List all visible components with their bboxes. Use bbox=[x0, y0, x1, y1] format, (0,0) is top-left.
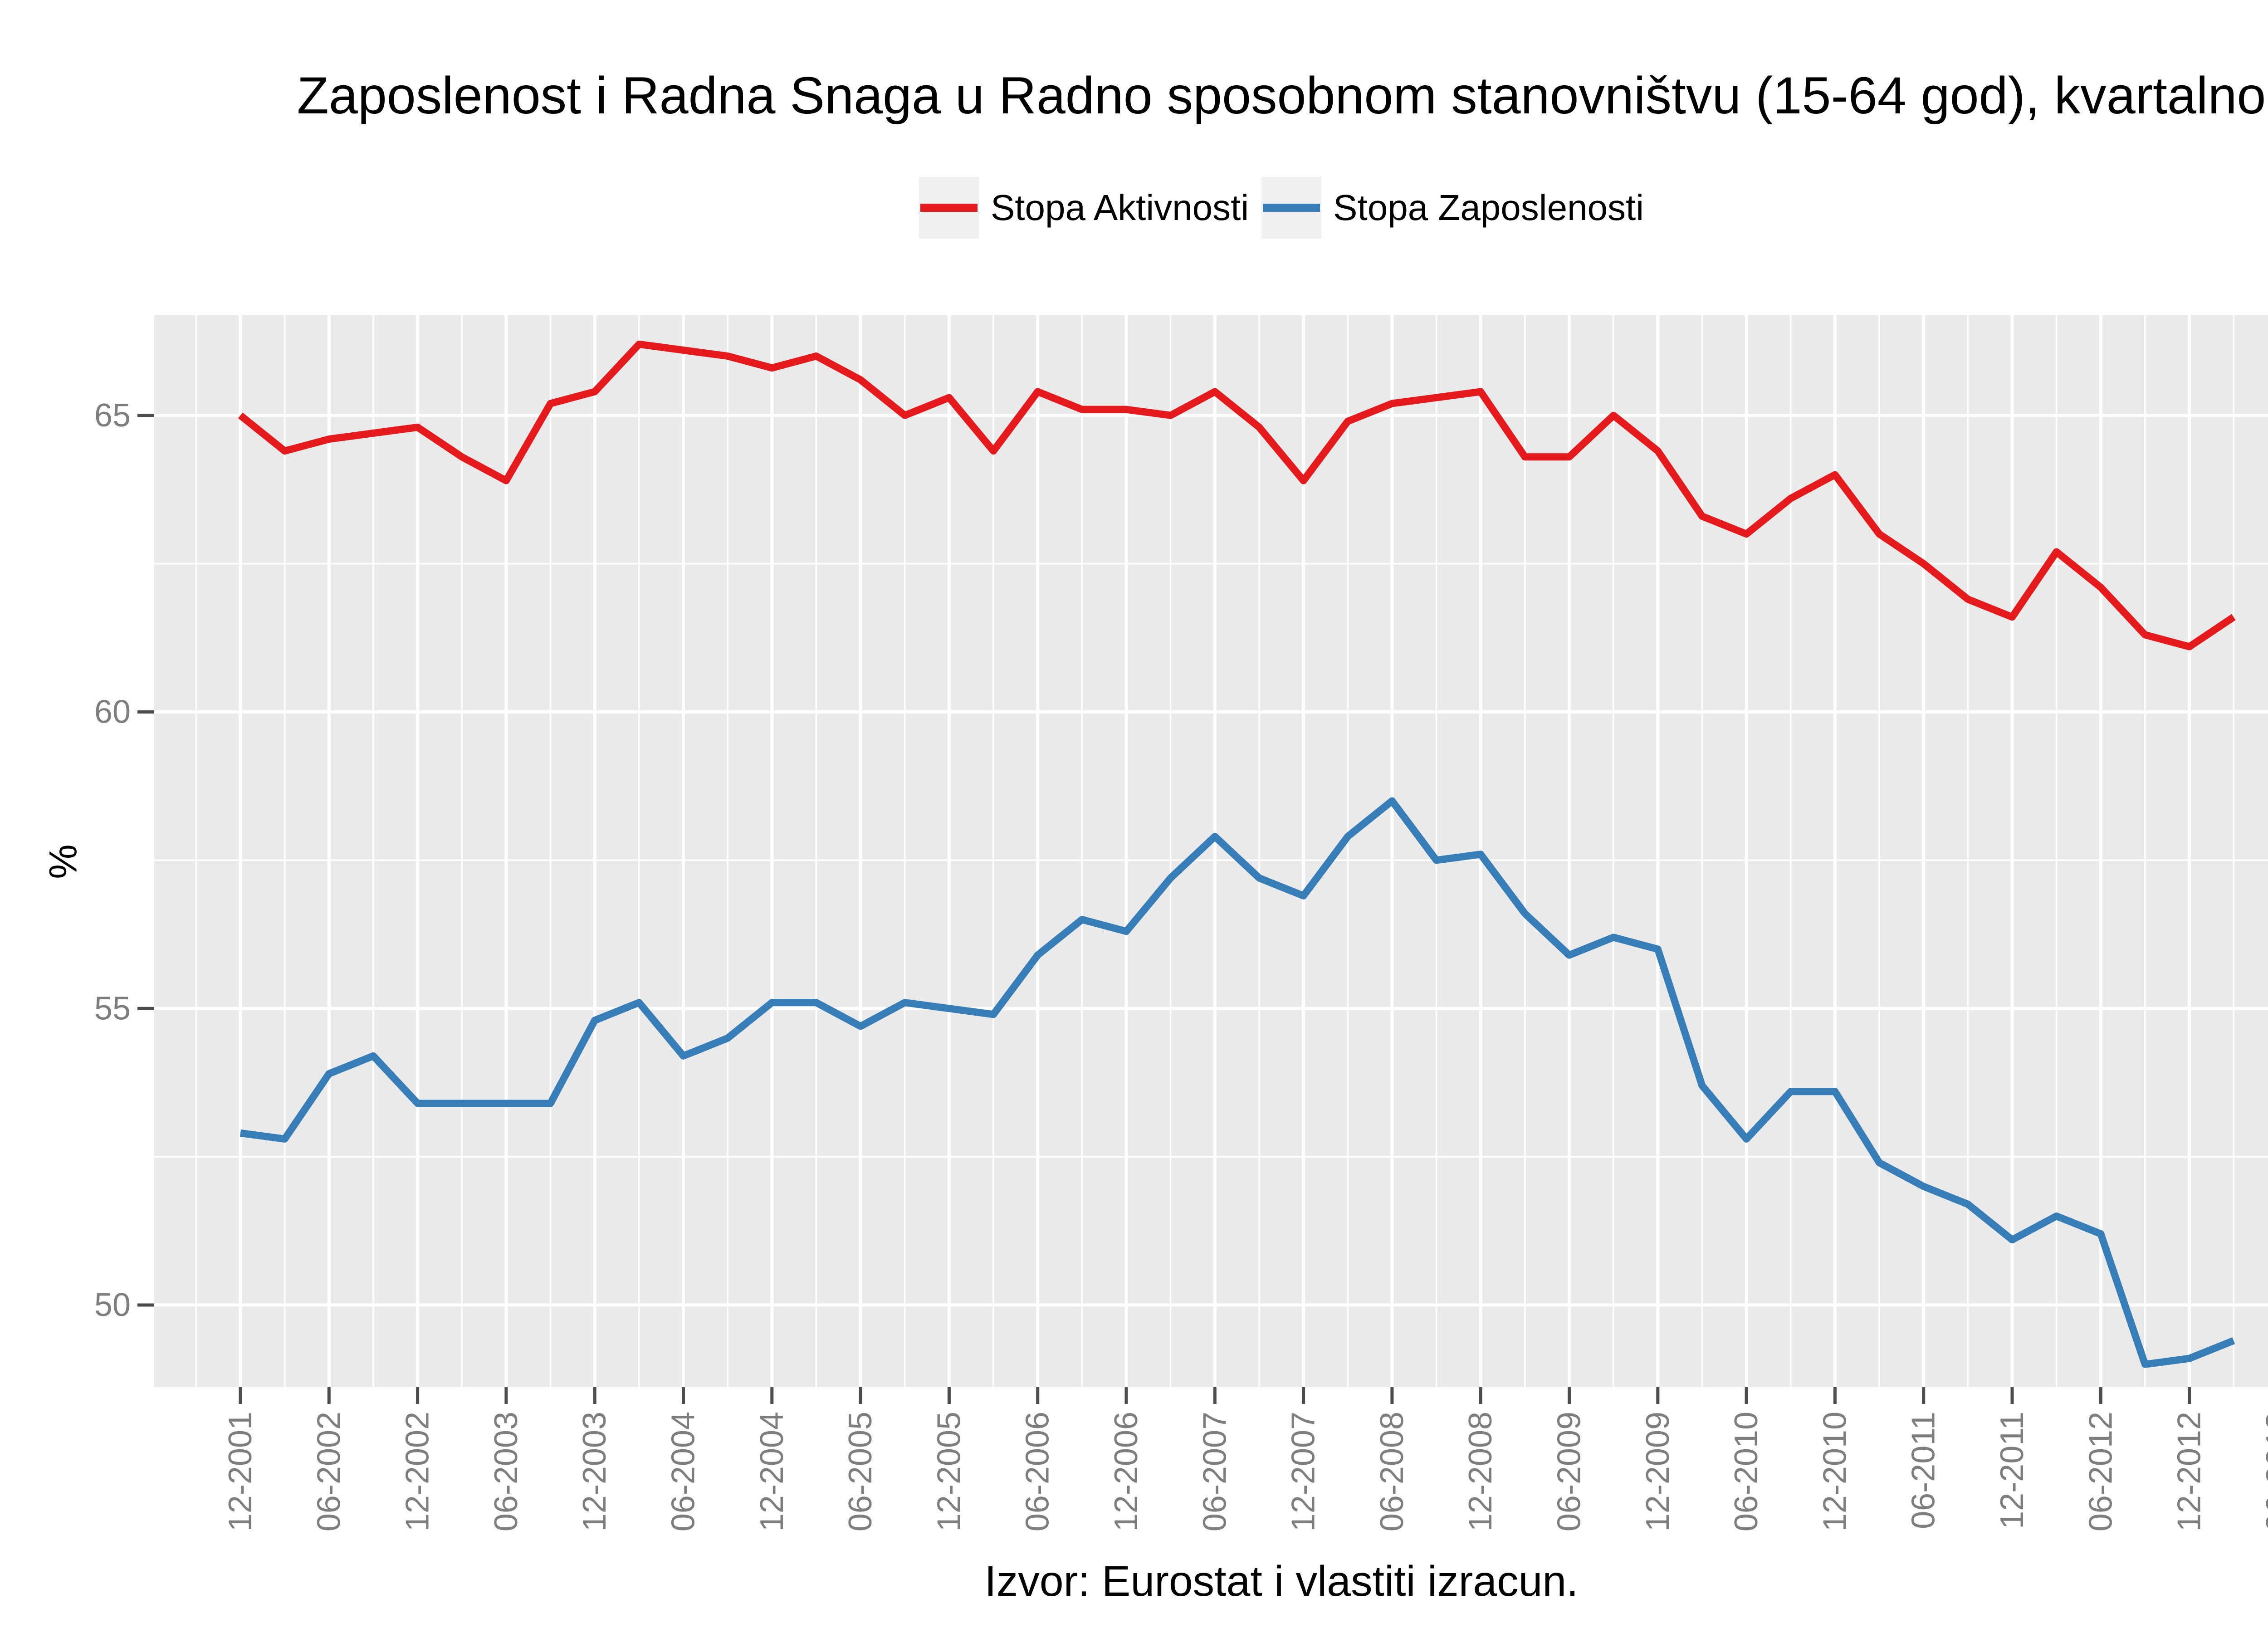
series-line-stopa-aktivnosti bbox=[238, 340, 2236, 650]
y-tick-label: 60 bbox=[94, 694, 131, 730]
x-tick-label: 12-2002 bbox=[400, 1412, 436, 1531]
legend-item-zaposlenost: Stopa Zaposlenosti bbox=[1261, 177, 1644, 239]
x-tick-label: 12-2005 bbox=[931, 1412, 967, 1531]
x-tick-label: 12-2012 bbox=[2171, 1412, 2208, 1531]
y-tick-label: 65 bbox=[94, 397, 131, 434]
x-tick-label: 06-2002 bbox=[311, 1412, 347, 1531]
x-tick-label: 06-2007 bbox=[1197, 1412, 1233, 1531]
series-line-stopa-zaposlenosti bbox=[240, 797, 2235, 1368]
legend-swatch-zaposlenost-line bbox=[1263, 204, 1320, 212]
x-tick-label: 12-2008 bbox=[1462, 1412, 1499, 1531]
x-tick-label: 12-2004 bbox=[754, 1412, 790, 1531]
source-caption: Izvor: Eurostat i vlastiti izracun. bbox=[984, 1557, 1579, 1605]
x-tick-label: 06-2009 bbox=[1551, 1412, 1588, 1531]
legend-label-aktivnost: Stopa Aktivnosti bbox=[990, 187, 1249, 228]
x-tick-label: 12-2010 bbox=[1817, 1412, 1853, 1531]
legend: Stopa Aktivnosti Stopa Zaposlenosti bbox=[113, 177, 2268, 239]
legend-key-aktivnost bbox=[919, 177, 979, 239]
x-tick-label: 12-2007 bbox=[1286, 1412, 1322, 1531]
y-axis-title: % bbox=[41, 844, 85, 879]
legend-label-zaposlenost: Stopa Zaposlenosti bbox=[1333, 187, 1644, 228]
x-tick-label: 12-2011 bbox=[1994, 1412, 2030, 1529]
x-tick-label: 06-2006 bbox=[1020, 1412, 1056, 1531]
x-tick-label: 06-2004 bbox=[665, 1412, 702, 1531]
legend-item-aktivnost: Stopa Aktivnosti bbox=[919, 177, 1249, 239]
x-tick-label: 12-2009 bbox=[1640, 1412, 1676, 1531]
x-tick-label: 12-2006 bbox=[1108, 1412, 1144, 1531]
legend-swatch-aktivnost-line bbox=[920, 204, 978, 212]
x-tick-label: 06-2005 bbox=[842, 1412, 879, 1531]
x-tick-label: 12-2003 bbox=[577, 1412, 613, 1531]
chart-title: Zaposlenost i Radna Snaga u Radno sposob… bbox=[297, 67, 2266, 125]
x-tick-label: 06-2010 bbox=[1728, 1412, 1765, 1531]
x-tick-label: 06-2008 bbox=[1374, 1412, 1410, 1531]
plot-panel bbox=[154, 315, 2268, 1387]
legend-key-zaposlenost bbox=[1261, 177, 1322, 239]
x-tick-label: 06-2012 bbox=[2082, 1412, 2119, 1531]
y-tick-label: 50 bbox=[94, 1287, 131, 1323]
x-tick-label: 06-2003 bbox=[488, 1412, 524, 1531]
x-tick-label: 12-2001 bbox=[222, 1412, 259, 1531]
y-tick-label: 55 bbox=[94, 990, 131, 1027]
x-tick-label: 06-2011 bbox=[1906, 1412, 1942, 1529]
x-tick-label: 06-2013 bbox=[2260, 1412, 2268, 1531]
